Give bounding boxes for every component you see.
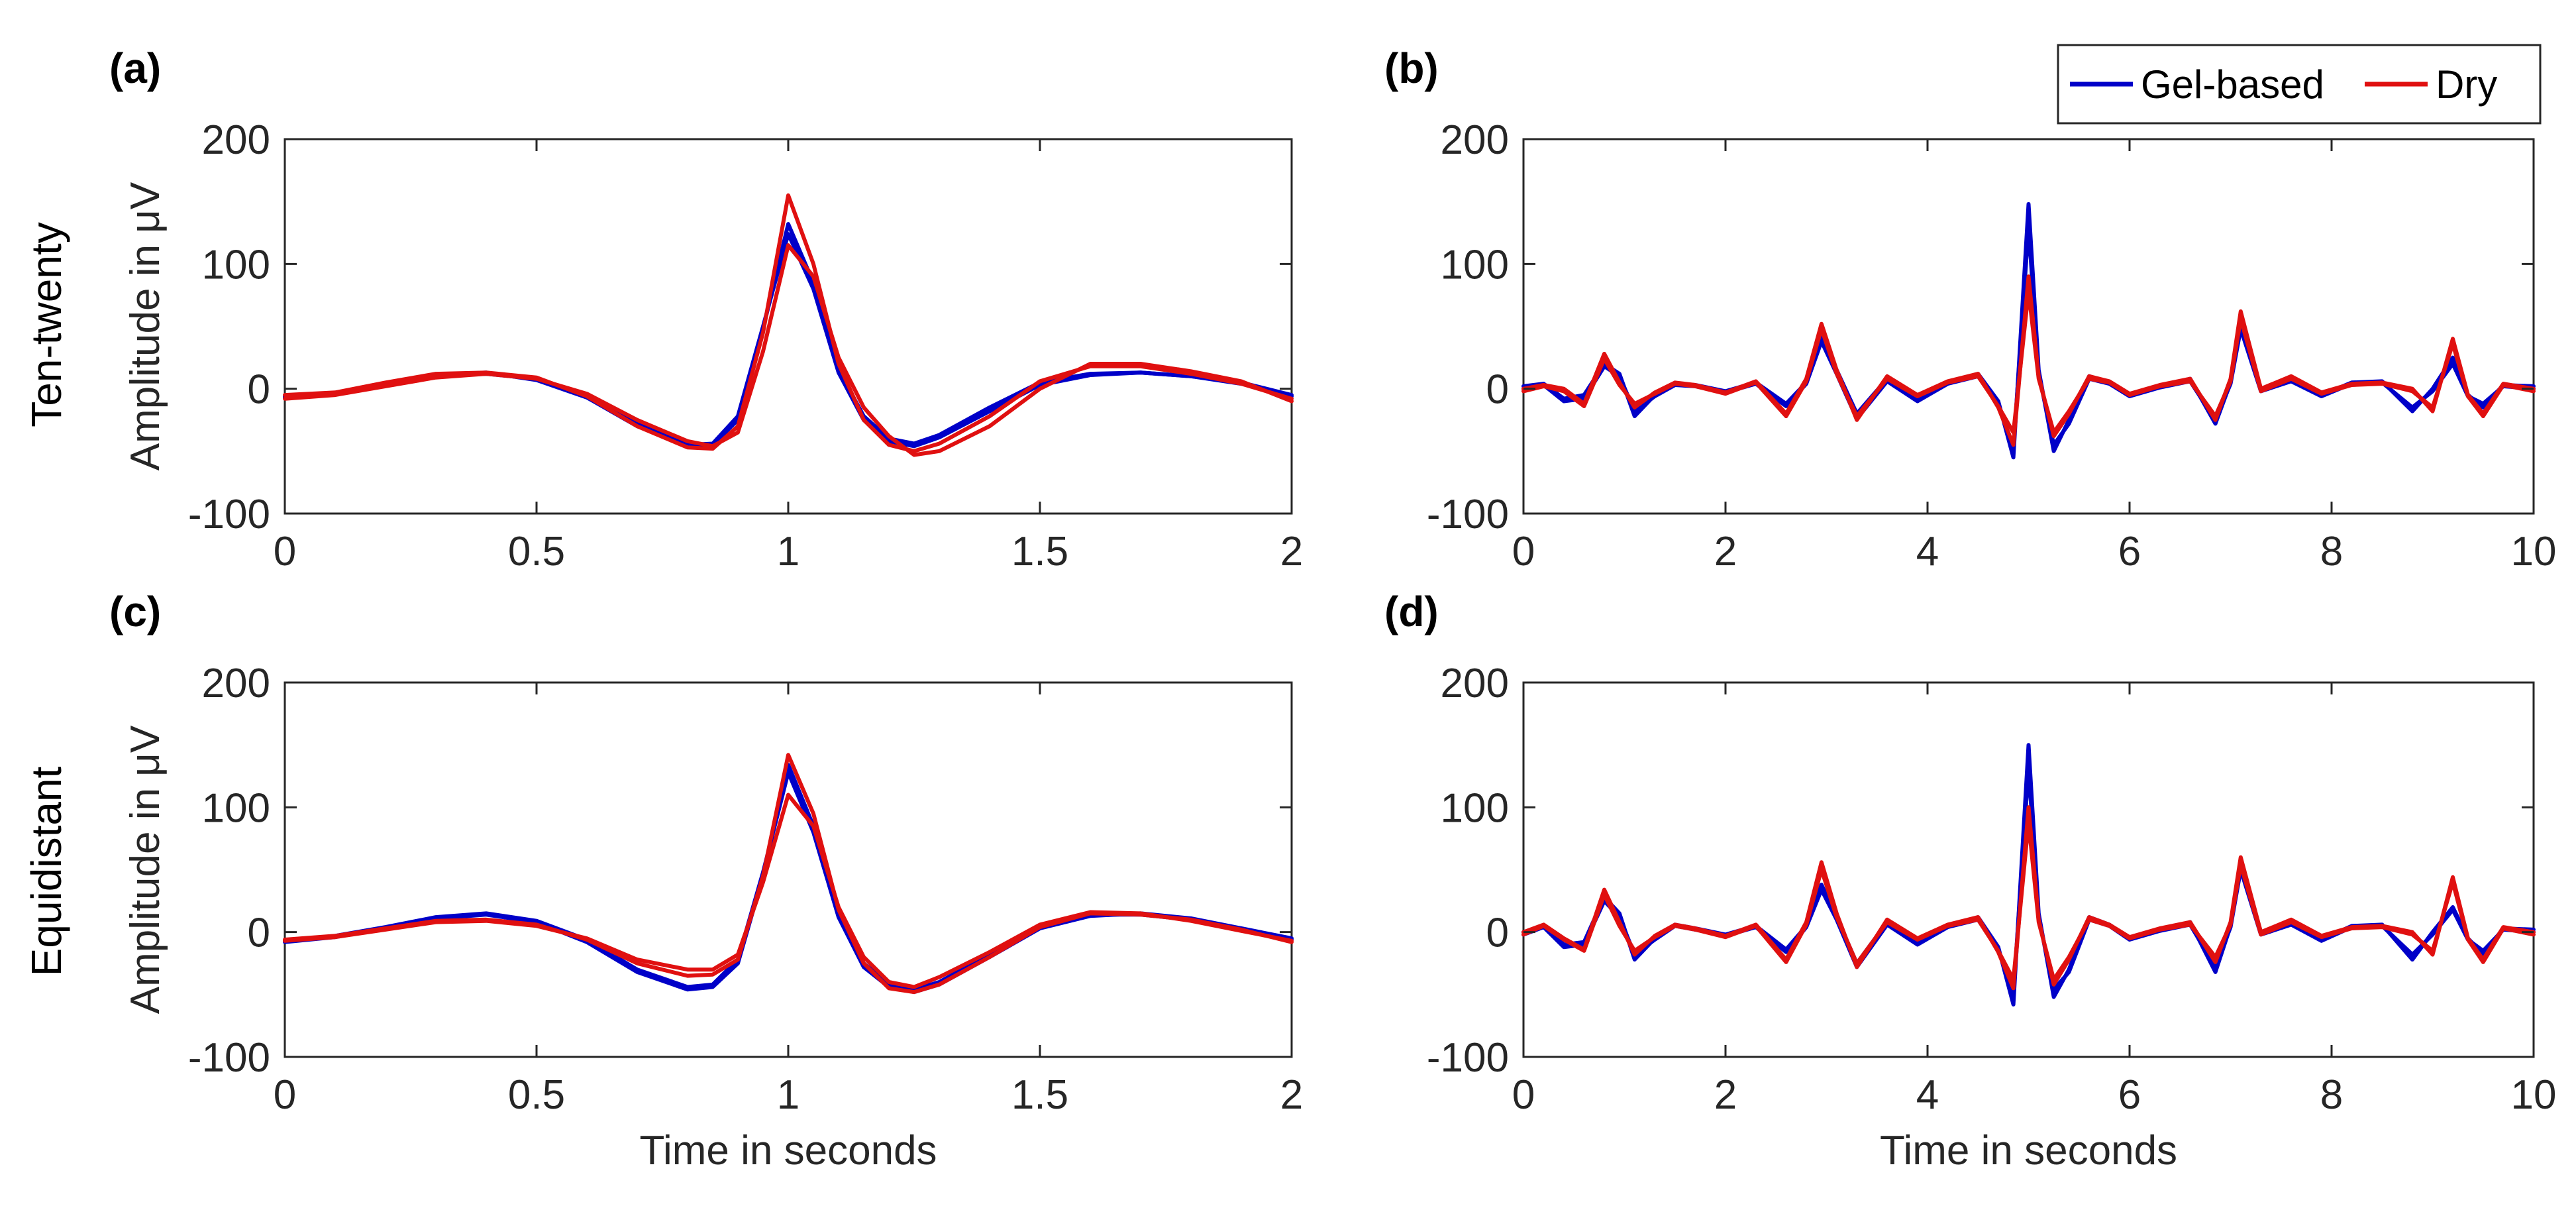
y-tick-label-d-0: -100: [1427, 1035, 1509, 1081]
y-tick-label-b-0: -100: [1427, 492, 1509, 537]
x-tick-label-d-0: 0: [1512, 1072, 1535, 1118]
panel-label-c: (c): [109, 588, 161, 635]
series-line-c-gel-1: [283, 770, 1294, 995]
x-tick-label-d-1: 2: [1714, 1072, 1737, 1118]
legend-box: [2057, 44, 2542, 125]
x-tick-label-b-0: 0: [1512, 529, 1535, 575]
y-axis-label-c: Amplitude in μV: [123, 725, 168, 1014]
series-line-a-dry-3: [283, 243, 1294, 457]
x-tick-label-a-3: 1.5: [1011, 529, 1068, 575]
axes-box-c: [283, 681, 1293, 1058]
panel-label-a: (a): [109, 44, 161, 92]
series-line-c-dry-3: [283, 793, 1294, 989]
row-label-equidistant: Equidistant: [23, 766, 70, 976]
y-tick-label-a-1: 0: [248, 367, 270, 413]
panel-label-d: (d): [1384, 588, 1439, 635]
x-tick-label-c-1: 0.5: [508, 1072, 565, 1118]
x-axis-label-c: Time in seconds: [639, 1128, 937, 1174]
legend: Gel-based Dry: [2057, 44, 2542, 125]
axes-box-d: [1522, 681, 2535, 1058]
y-tick-label-a-2: 100: [202, 242, 270, 288]
y-tick-label-a-0: -100: [188, 492, 270, 537]
y-axis-label-a: Amplitude in μV: [123, 182, 168, 470]
x-tick-label-c-2: 1: [777, 1072, 799, 1118]
panel-label-b: (b): [1384, 44, 1439, 92]
y-tick-label-d-2: 100: [1441, 785, 1509, 831]
y-tick-label-b-2: 100: [1441, 242, 1509, 288]
x-tick-label-b-2: 4: [1916, 529, 1939, 575]
x-tick-label-a-4: 2: [1280, 529, 1303, 575]
y-tick-label-c-1: 0: [248, 910, 270, 956]
y-tick-label-c-3: 200: [202, 661, 270, 706]
series-line-d-dry-3: [1521, 820, 2536, 982]
y-tick-label-c-2: 100: [202, 785, 270, 831]
y-tick-label-d-3: 200: [1441, 661, 1509, 706]
y-tick-label-b-1: 0: [1486, 367, 1509, 413]
x-tick-label-d-2: 4: [1916, 1072, 1939, 1118]
row-label-ten-twenty: Ten-twenty: [23, 222, 70, 427]
x-tick-label-b-4: 8: [2320, 529, 2343, 575]
series-line-b-dry-3: [1521, 289, 2536, 435]
x-tick-label-d-4: 8: [2320, 1072, 2343, 1118]
legend-label-gel: Gel-based: [2141, 62, 2324, 107]
x-tick-label-c-0: 0: [274, 1072, 296, 1118]
x-tick-label-b-1: 2: [1714, 529, 1737, 575]
x-tick-label-c-4: 2: [1280, 1072, 1303, 1118]
y-tick-label-b-3: 200: [1441, 117, 1509, 163]
x-tick-label-b-5: 10: [2511, 529, 2557, 575]
x-tick-label-b-3: 6: [2118, 529, 2141, 575]
x-tick-label-a-2: 1: [777, 529, 799, 575]
y-tick-label-c-0: -100: [188, 1035, 270, 1081]
x-tick-label-d-3: 6: [2118, 1072, 2141, 1118]
y-tick-label-a-3: 200: [202, 117, 270, 163]
y-tick-label-d-1: 0: [1486, 910, 1509, 956]
axes-box-b: [1522, 138, 2535, 515]
x-tick-label-a-1: 0.5: [508, 529, 565, 575]
x-axis-label-d: Time in seconds: [1880, 1128, 2177, 1174]
x-tick-label-a-0: 0: [274, 529, 296, 575]
x-tick-label-c-3: 1.5: [1011, 1072, 1068, 1118]
legend-label-dry: Dry: [2436, 62, 2497, 107]
x-tick-label-d-5: 10: [2511, 1072, 2557, 1118]
